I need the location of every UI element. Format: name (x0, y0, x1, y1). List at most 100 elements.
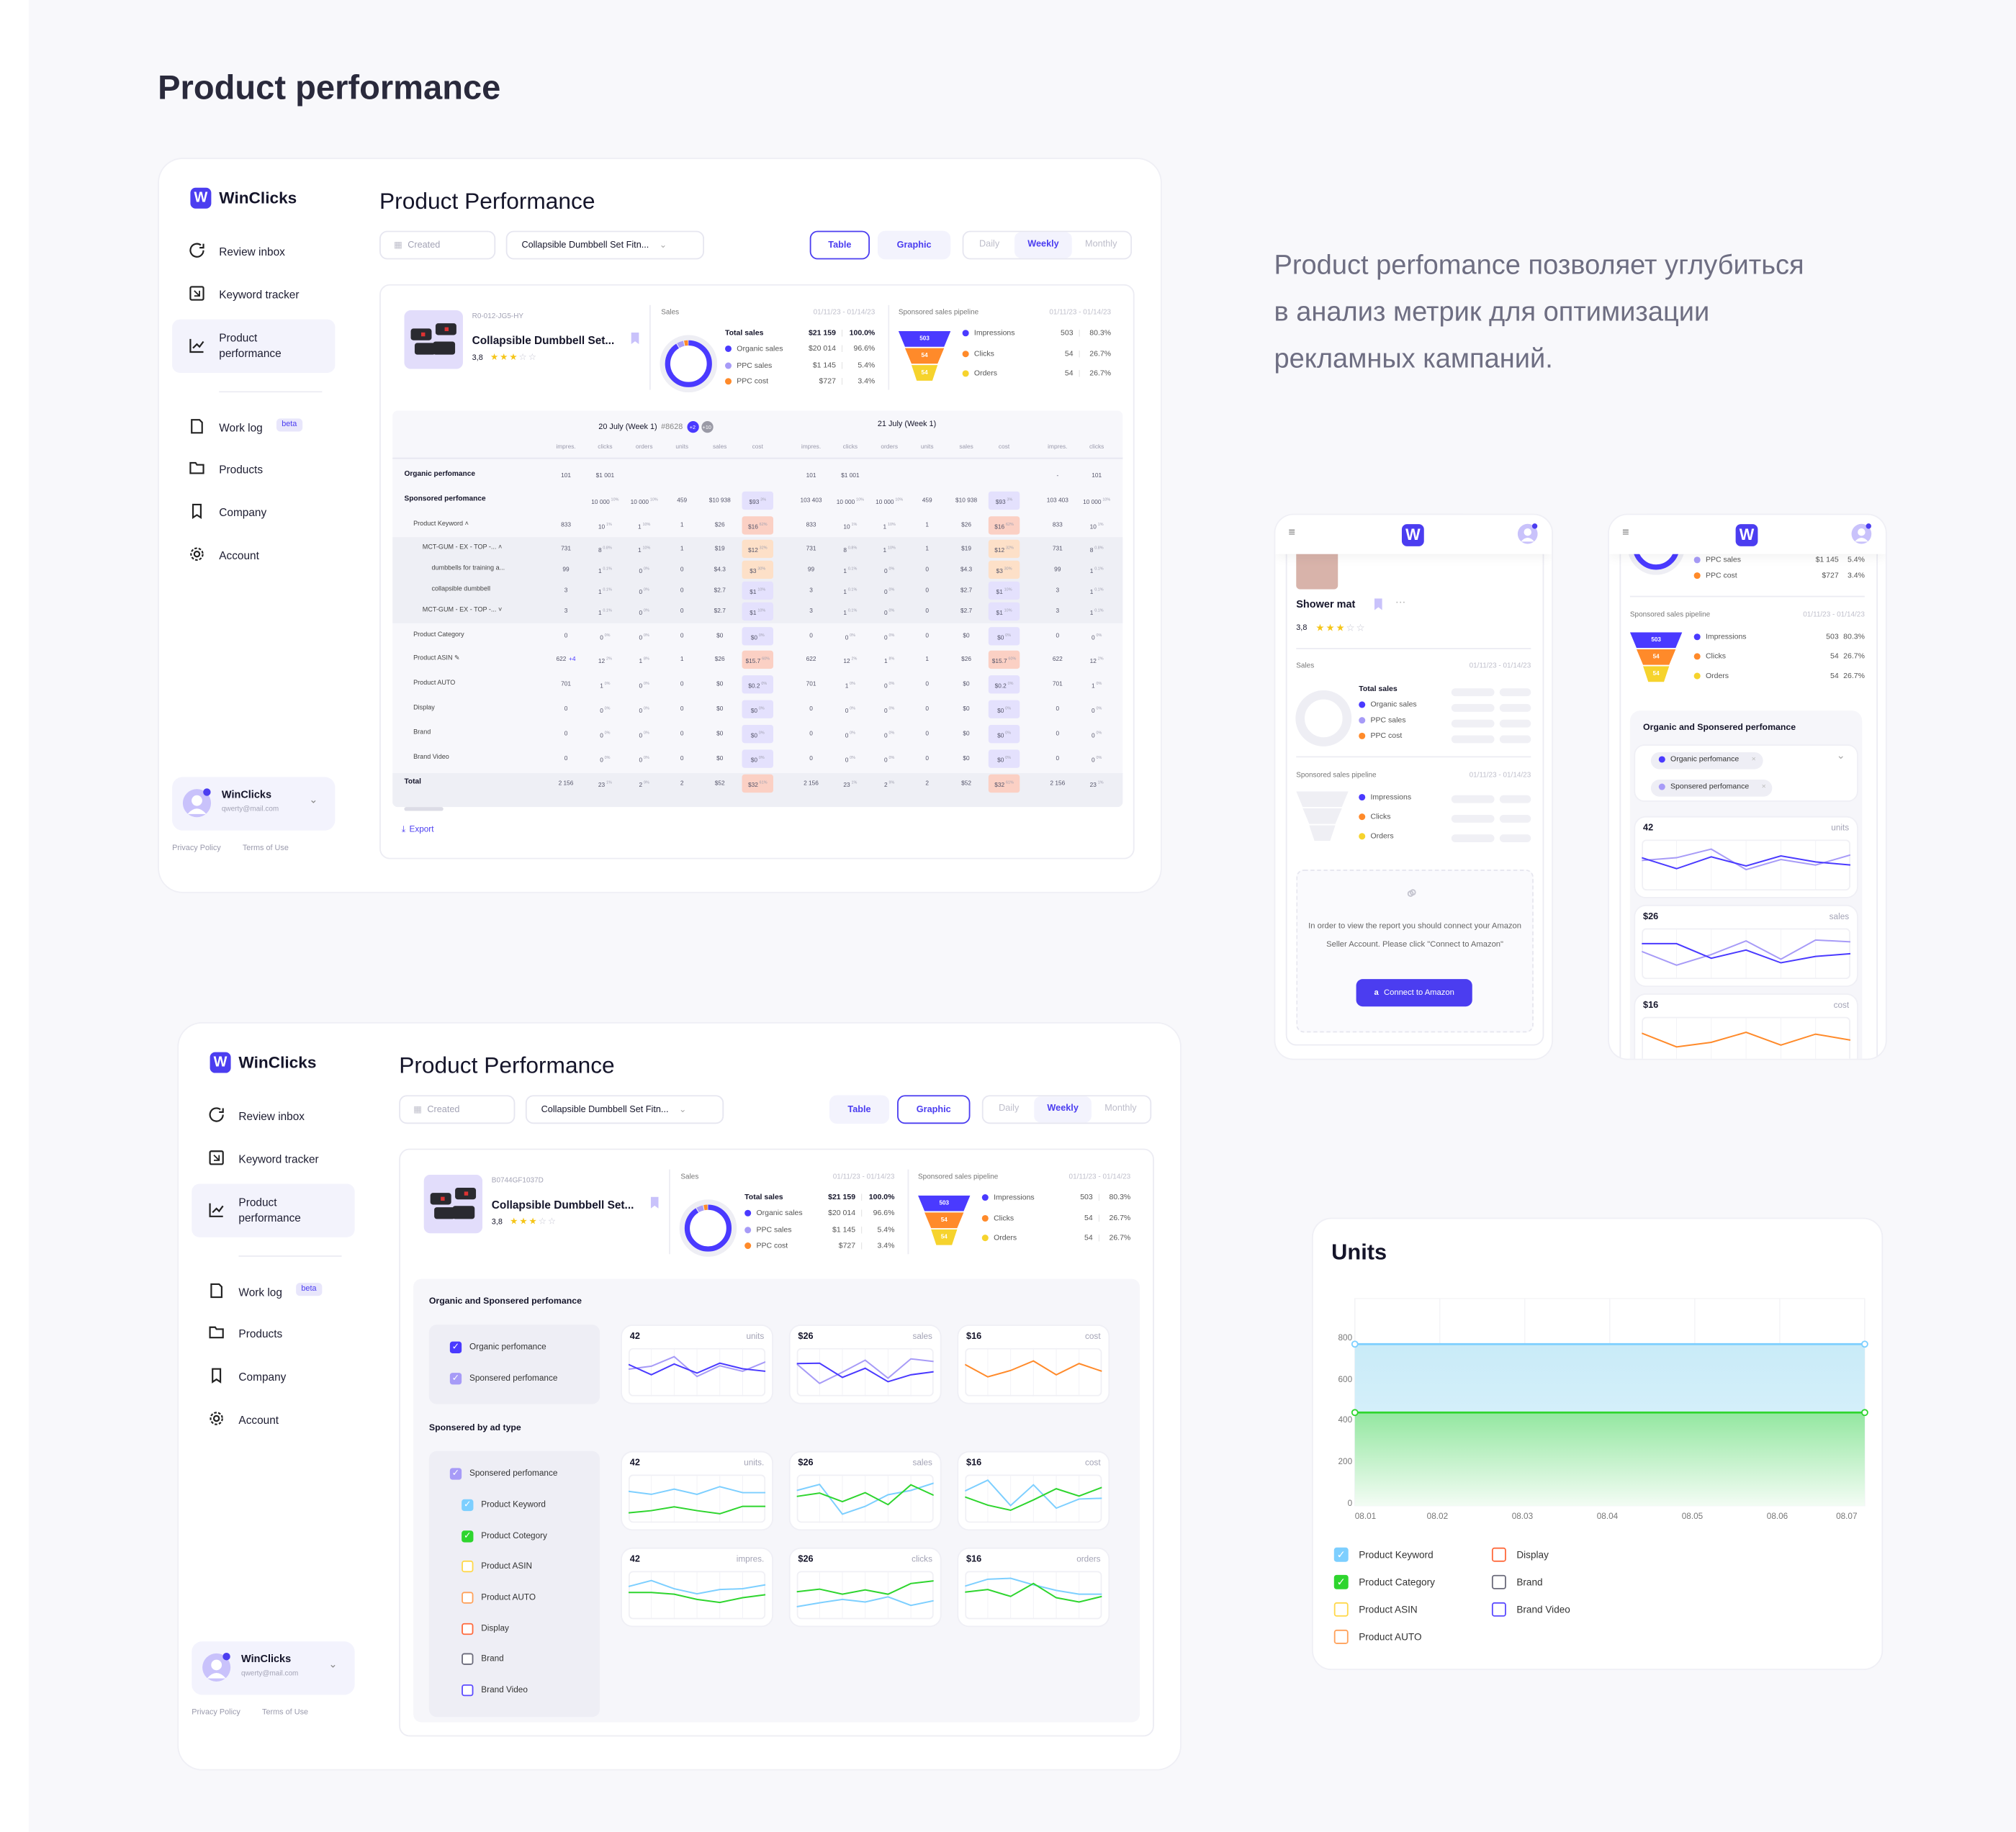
period-monthly[interactable]: Monthly (1104, 1104, 1137, 1114)
period-weekly[interactable]: Weekly (1034, 1096, 1092, 1123)
table-cell: 0 (564, 705, 568, 712)
cell-value: $4.3 (960, 566, 973, 573)
more-options-icon[interactable]: ··· (1395, 595, 1406, 608)
pipeline-legend-item: Impressions (962, 330, 1015, 338)
sidebar-item-account[interactable]: Account (172, 528, 335, 581)
sidebar-item-company[interactable]: Company (192, 1349, 354, 1402)
cell-percent: 1% (851, 780, 858, 785)
menu-icon[interactable]: ≡ (1622, 525, 1629, 538)
sales-pct: 96.6% (873, 1210, 895, 1219)
screen-title: Product Performance (399, 1052, 615, 1078)
legend-dot (1359, 813, 1366, 821)
star-filled-icon: ★ (1315, 621, 1326, 634)
legend-label: Clicks (994, 1214, 1014, 1222)
connect-to-amazon-button[interactable]: a Connect to Amazon (1356, 979, 1472, 1007)
header-divider (392, 457, 1123, 459)
privacy-policy-link[interactable]: Privacy Policy (192, 1709, 240, 1718)
table-row[interactable]: Organic perfomance 101 $1 001 101 $1 001 - 101 (392, 466, 1122, 487)
view-tab-graphic[interactable]: Graphic (897, 1095, 971, 1124)
section-title: Organic and Sponsered perfomance (428, 1297, 582, 1307)
cell-percent: 0.1% (847, 566, 858, 572)
checkbox-empty-icon (462, 1684, 474, 1697)
table-row[interactable]: Brand Video 0 0 0% 0 0% 0 $0 $0 0% 0 0 0% 0 0% 0 $0 $0 0% 0… (392, 749, 1122, 770)
table-row[interactable]: Product Keyword ˄ 833 10 1% 1 10% 1 $26 $16 62% 83… (392, 515, 1122, 536)
cell-percent: 0% (643, 607, 649, 613)
cell-percent: 3% (1007, 496, 1013, 502)
cell-percent: 1% (1097, 780, 1104, 785)
product-select[interactable]: Collapsible Dumbbell Set Fitn... ⌄ (505, 230, 705, 260)
sidebar-item-keyword-tracker[interactable]: Keyword tracker (172, 266, 335, 320)
table-cell: 1 0% (1092, 680, 1102, 689)
sidebar-item-account[interactable]: Account (192, 1391, 354, 1445)
mini-chart-card: $16 cost (1635, 994, 1858, 1059)
series-multiselect[interactable]: Organic perfomance × Sponsered perfomance ×… (1635, 745, 1858, 801)
period-monthly[interactable]: Monthly (1085, 240, 1117, 249)
funnel-chart (1296, 791, 1349, 842)
horizontal-scrollbar[interactable] (404, 807, 444, 811)
table-cell: 622 +4 (557, 656, 576, 662)
legend-label: Clicks (1705, 653, 1726, 662)
cell-percent: 0% (643, 730, 649, 736)
period-weekly[interactable]: Weekly (1014, 232, 1072, 258)
cell-percent: 1% (1097, 521, 1104, 527)
terms-of-use-link[interactable]: Terms of Use (242, 844, 289, 853)
table-row[interactable]: MCT-GUM - EX - TOP -... ˄ 731 8 0.8% 1 10% 1 $1… (392, 538, 1122, 559)
table-row[interactable]: Brand 0 0 0% 0 0% 0 $0 $0 0% 0 0 0% 0 0% 0 $0 $0 0% 0 0 0% (392, 723, 1122, 744)
view-tab-table[interactable]: Table (829, 1095, 890, 1124)
privacy-policy-link[interactable]: Privacy Policy (172, 844, 221, 853)
remove-chip-icon[interactable]: × (1751, 756, 1756, 764)
table-row[interactable]: Product AUTO 701 1 0% 0 0% 0 $0 $0.2 0% 701 1 0% 0 0% 0… (392, 674, 1122, 695)
series-chip[interactable]: Sponsered perfomance × (1650, 780, 1773, 797)
cell-percent: 30% (757, 565, 766, 571)
cell-percent: 2% (606, 655, 612, 662)
sidebar-item-work-log[interactable]: Work log beta (192, 1264, 354, 1317)
legend-label: Total sales (1359, 685, 1398, 694)
cell-value: 833 (806, 521, 816, 528)
separator: | (860, 1226, 863, 1235)
data-point (1861, 1409, 1868, 1417)
sidebar-item-product-performance[interactable]: Product performance (192, 1183, 355, 1237)
product-select-value: Collapsible Dumbbell Set Fitn... (541, 1104, 669, 1114)
series-line (628, 1579, 766, 1595)
period-daily[interactable]: Daily (978, 240, 1000, 249)
table-row[interactable]: Product ASIN ✎ 622 +4 12 2% 1 8% 1 $26 $15.7 60% 62… (392, 649, 1122, 670)
sidebar-item-product-performance[interactable]: Product performance (172, 319, 336, 373)
sidebar-item-keyword-tracker[interactable]: Keyword tracker (192, 1131, 354, 1184)
sidebar-item-review-inbox[interactable]: Review inbox (172, 224, 335, 277)
view-tab-graphic[interactable]: Graphic (877, 230, 951, 260)
sales-value: $1 145 (832, 1226, 856, 1235)
view-tab-table[interactable]: Table (809, 230, 870, 260)
menu-icon[interactable]: ≡ (1288, 525, 1295, 538)
sidebar-item-products[interactable]: Products (172, 441, 335, 495)
cell-percent: 0% (850, 705, 856, 711)
cell-percent: 0.8% (847, 545, 858, 551)
sidebar-item-work-log[interactable]: Work log beta (172, 400, 335, 453)
description: Product perfomance позволяет углубиться … (1274, 243, 1804, 384)
bookmark-icon[interactable] (631, 332, 639, 345)
table-cell: $2.7 (714, 608, 726, 614)
product-select[interactable]: Collapsible Dumbbell Set Fitn... ⌄ (525, 1095, 724, 1124)
terms-of-use-link[interactable]: Terms of Use (262, 1709, 309, 1718)
bookmark-icon[interactable] (1374, 598, 1382, 610)
plug-icon: ⚭ (1400, 880, 1424, 906)
table-row[interactable]: Sponsored perfomance 10 000 10% 10 000 10% 45… (392, 490, 1122, 511)
export-button[interactable]: ⤓ Export (402, 825, 434, 835)
funnel-chart (918, 1195, 971, 1245)
table-row[interactable]: MCT-GUM - EX - TOP -... ˅ 3 1 0.1% 0 0% 0 $2.7 $… (392, 601, 1122, 622)
sidebar-item-company[interactable]: Company (172, 484, 335, 538)
period-daily[interactable]: Daily (999, 1104, 1020, 1114)
remove-chip-icon[interactable]: × (1761, 783, 1766, 792)
sidebar-item-review-inbox[interactable]: Review inbox (192, 1088, 354, 1141)
checkbox-label: Product AUTO (481, 1593, 536, 1602)
table-row[interactable]: Display 0 0 0% 0 0% 0 $0 $0 0% 0 0 0% 0 0% 0 $0 $0 0% 0 0 0% (392, 699, 1122, 720)
series-chip[interactable]: Organic perfomance × (1650, 752, 1763, 770)
date-filter[interactable]: ▦ Created (399, 1095, 516, 1124)
table-row[interactable]: Product Category 0 0 0% 0 0% 0 $0 $0 0% 0 0 0% 0 0% 0 $0… (392, 626, 1122, 646)
bookmark-icon[interactable] (650, 1196, 659, 1209)
table-cell: - (1056, 472, 1058, 479)
user-menu[interactable]: WinClicks qwerty@mail.com ⌄ (192, 1641, 355, 1695)
sparkline-chart (1641, 1016, 1851, 1059)
date-filter[interactable]: ▦ Created (379, 230, 496, 260)
sidebar-item-products[interactable]: Products (192, 1306, 354, 1359)
user-menu[interactable]: WinClicks qwerty@mail.com ⌄ (172, 777, 336, 831)
